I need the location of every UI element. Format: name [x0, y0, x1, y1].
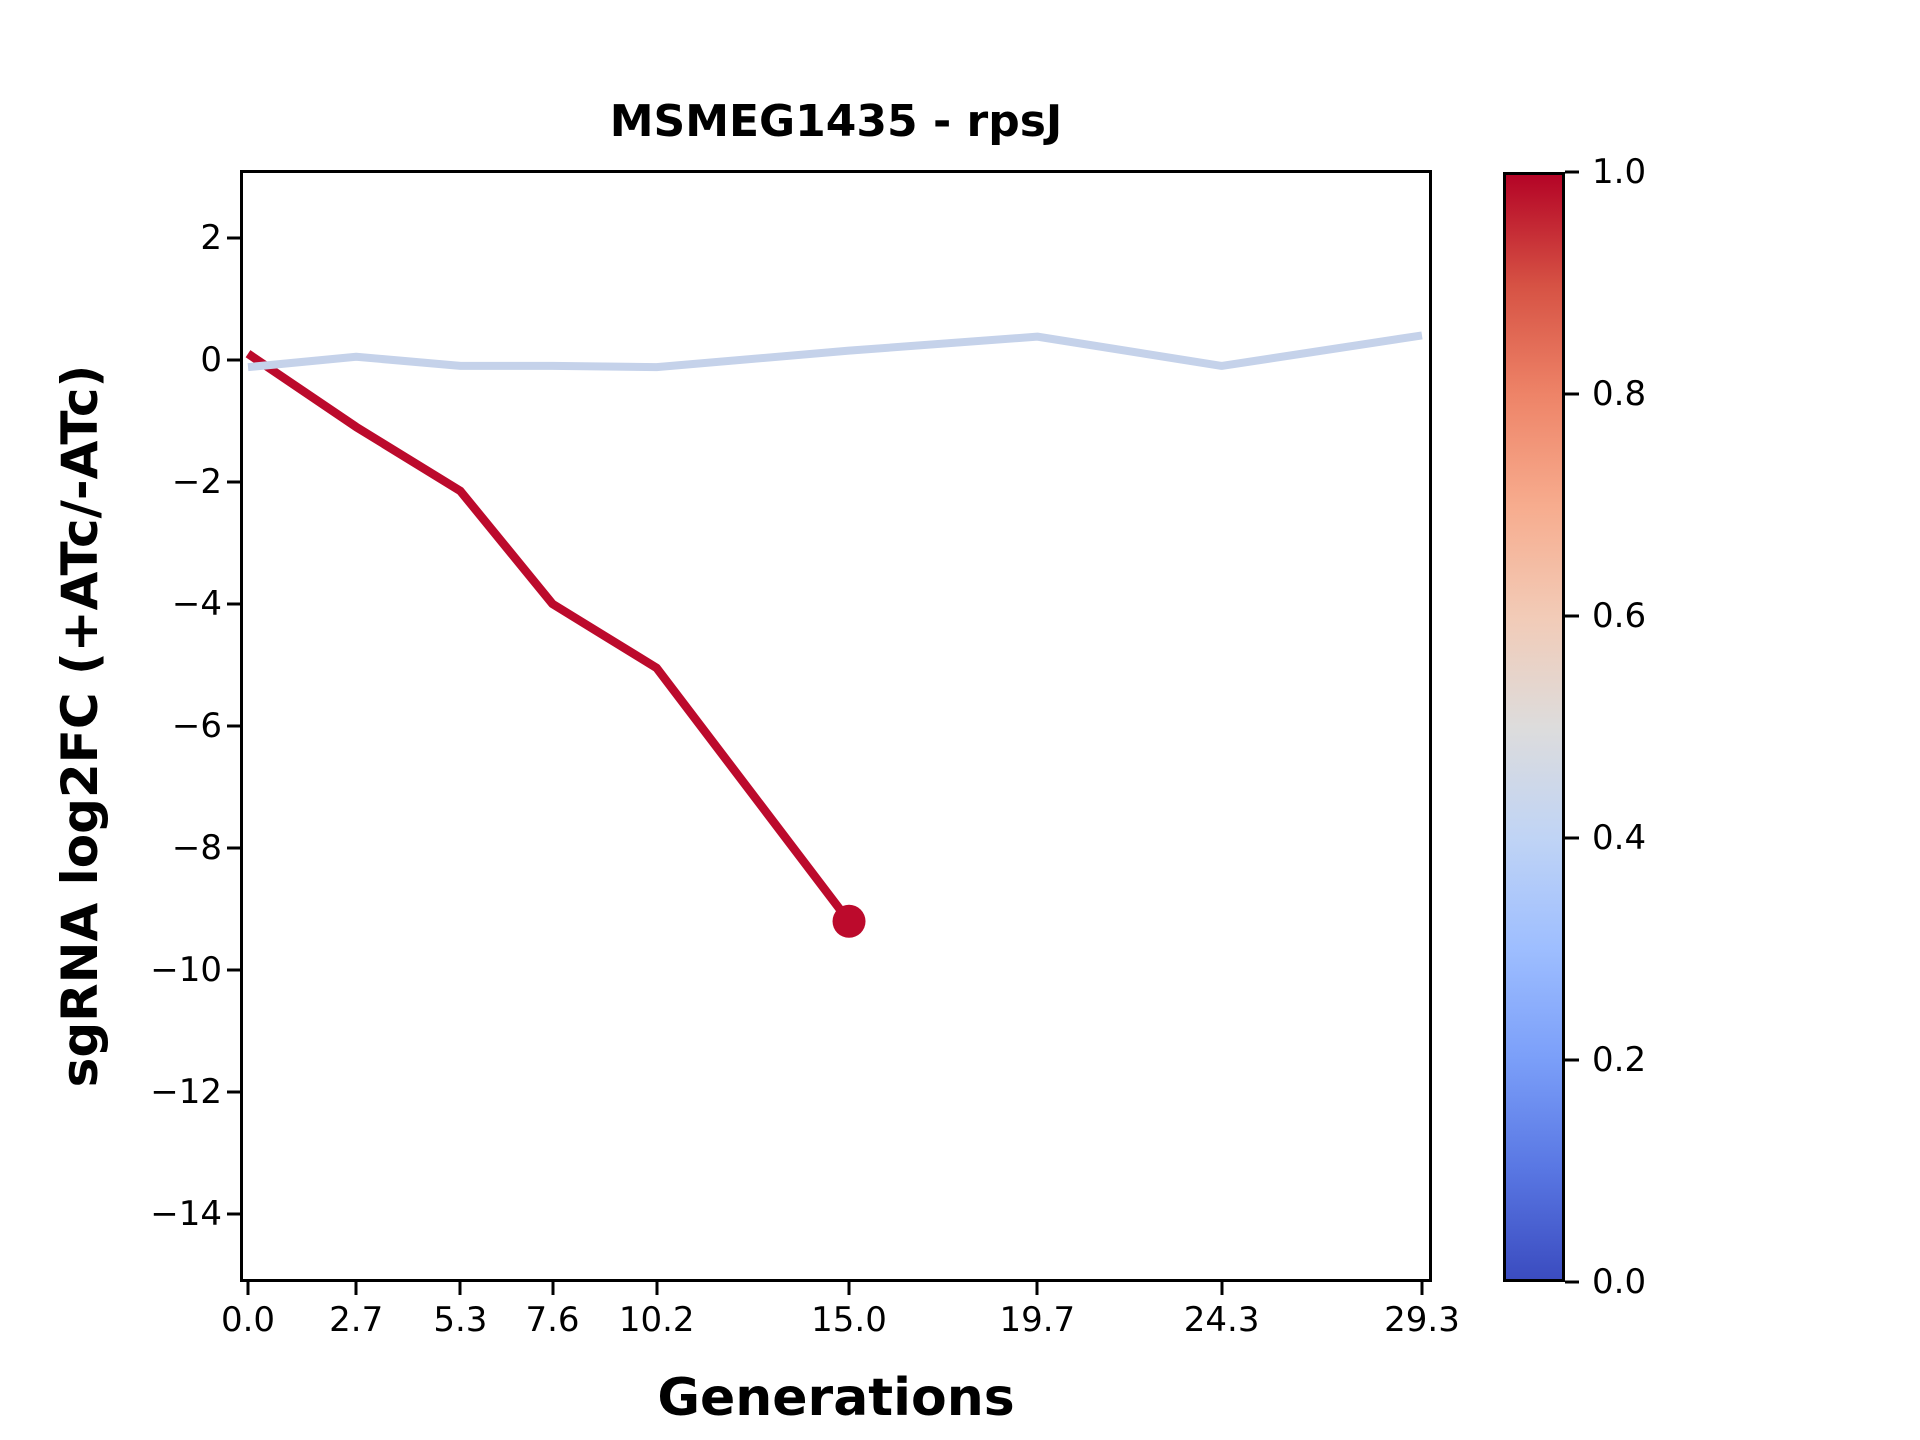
- colorbar-tick-mark: [1565, 1058, 1579, 1062]
- series-line-neutral-sgRNA: [247, 331, 1423, 372]
- x-tick-mark: [246, 1282, 250, 1295]
- y-tick-mark: [227, 602, 240, 606]
- y-tick-mark: [227, 236, 240, 240]
- y-tick-mark: [227, 480, 240, 484]
- colorbar-tick-mark: [1565, 1280, 1579, 1284]
- colorbar-tick-mark: [1565, 614, 1579, 618]
- colorbar-tick-label: 0.0: [1592, 1262, 1647, 1302]
- y-tick-mark: [227, 1090, 240, 1094]
- colorbar-tick-label: 0.4: [1592, 818, 1647, 858]
- x-tick-label: 15.0: [811, 1300, 887, 1340]
- series-line-depleted-sgRNA: [245, 350, 853, 924]
- x-tick-mark: [1035, 1282, 1039, 1295]
- x-tick-mark: [354, 1282, 358, 1295]
- y-tick-mark: [227, 358, 240, 362]
- y-tick-mark: [227, 968, 240, 972]
- y-tick-label: −6: [171, 706, 222, 746]
- end-point-marker: [832, 904, 866, 938]
- colorbar-tick-label: 0.6: [1592, 596, 1647, 636]
- colorbar-tick-mark: [1565, 170, 1579, 174]
- x-tick-label: 29.3: [1384, 1300, 1460, 1340]
- colorbar: [1503, 172, 1565, 1282]
- y-tick-mark: [227, 724, 240, 728]
- x-tick-label: 0.0: [220, 1300, 276, 1340]
- x-tick-label: 5.3: [433, 1300, 488, 1340]
- y-tick-label: −10: [150, 950, 222, 991]
- y-tick-label: −12: [150, 1072, 222, 1113]
- y-tick-label: 0: [200, 339, 222, 380]
- x-tick-mark: [1420, 1282, 1424, 1295]
- colorbar-tick-label: 1.0: [1592, 152, 1647, 192]
- colorbar-tick-label: 0.8: [1592, 374, 1647, 414]
- y-tick-mark: [227, 846, 240, 850]
- chart-title: MSMEG1435 - rpsJ: [609, 96, 1063, 147]
- plot-area: [240, 170, 1432, 1282]
- x-tick-label: 19.7: [999, 1300, 1076, 1340]
- x-tick-label: 24.3: [1183, 1300, 1260, 1340]
- y-tick-label: −4: [171, 583, 222, 624]
- x-tick-mark: [1220, 1282, 1224, 1295]
- plot-spines: [240, 170, 1432, 1282]
- x-tick-mark: [655, 1282, 659, 1295]
- y-tick-label: −8: [171, 828, 222, 869]
- colorbar-tick-mark: [1565, 392, 1579, 396]
- x-tick-mark: [847, 1282, 851, 1295]
- y-tick-label: 2: [200, 217, 222, 258]
- y-tick-mark: [227, 1212, 240, 1216]
- colorbar-tick-mark: [1565, 836, 1579, 840]
- y-tick-label: −2: [171, 461, 222, 502]
- x-axis-label: Generations: [657, 1368, 1015, 1428]
- y-tick-label: −14: [150, 1194, 222, 1235]
- x-tick-label: 2.7: [329, 1300, 384, 1340]
- x-tick-mark: [458, 1282, 462, 1295]
- x-tick-mark: [551, 1282, 555, 1295]
- x-tick-label: 10.2: [618, 1300, 695, 1340]
- x-tick-label: 7.6: [525, 1300, 580, 1340]
- colorbar-tick-label: 0.2: [1592, 1040, 1647, 1080]
